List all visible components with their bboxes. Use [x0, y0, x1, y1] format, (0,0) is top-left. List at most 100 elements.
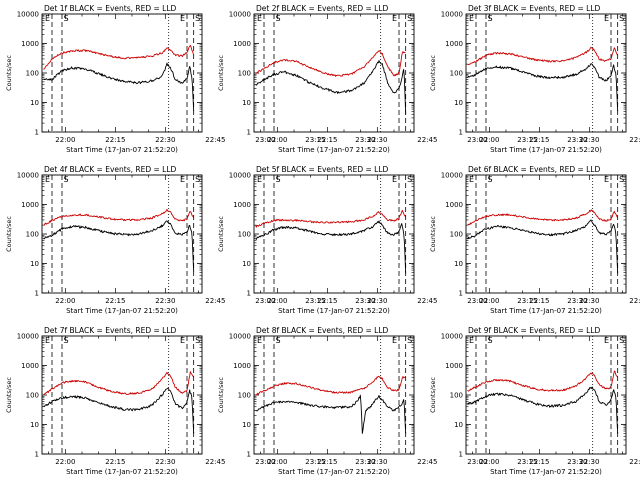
- y-tick-label: 1000: [21, 40, 39, 48]
- panel-det-6: Det 6f BLACK = Events, RED = LLD Counts/s…: [429, 165, 640, 315]
- lld-series-line: [43, 44, 195, 70]
- x-tick-label: 22:00: [55, 297, 75, 305]
- x-axis-label: Start Time (17-Jan-07 21:52:20): [490, 468, 602, 476]
- y-tick-label: 10: [454, 99, 463, 107]
- marker-label: E: [45, 14, 50, 23]
- y-tick-label: 10: [30, 99, 39, 107]
- panel-title: Det 3f BLACK = Events, RED = LLD: [468, 4, 601, 13]
- x-tick-label: 23:30: [355, 136, 375, 144]
- events-series-line: [467, 219, 619, 274]
- y-axis-label: Counts/sec: [429, 216, 437, 252]
- x-tick-label: 22:00: [479, 297, 499, 305]
- x-tick-label: 22:30: [155, 458, 175, 466]
- marker-label: E: [469, 175, 474, 184]
- y-tick-label: 1000: [233, 40, 251, 48]
- panel-det-9: Det 9f BLACK = Events, RED = LLD Counts/s…: [429, 326, 640, 476]
- y-tick-label: 1000: [21, 201, 39, 209]
- y-tick-label: 1000: [445, 40, 463, 48]
- lld-series-line: [255, 50, 406, 77]
- x-axis-label: Start Time (17-Jan-07 21:52:20): [278, 146, 390, 154]
- plot-frame: [41, 335, 203, 455]
- x-axis-label: Start Time (17-Jan-07 21:52:20): [490, 146, 602, 154]
- marker-label: E: [604, 336, 609, 345]
- panel-title: Det 1f BLACK = Events, RED = LLD: [44, 4, 177, 13]
- x-tick-label: 22:15: [317, 458, 337, 466]
- x-tick-label: 22:15: [529, 136, 549, 144]
- panel-title: Det 7f BLACK = Events, RED = LLD: [44, 326, 177, 335]
- panel-title: Det 5f BLACK = Events, RED = LLD: [256, 165, 389, 174]
- y-tick-label: 1: [35, 451, 39, 459]
- panel-det-1: Det 1f BLACK = Events, RED = LLD Counts/s…: [5, 4, 375, 154]
- marker-label: E: [45, 175, 50, 184]
- panel-det-4: Det 4f BLACK = Events, RED = LLD Counts/s…: [5, 165, 375, 315]
- x-tick-label: 22:45: [629, 297, 640, 305]
- x-tick-label: 22:00: [267, 136, 287, 144]
- x-tick-label: 22:00: [55, 136, 75, 144]
- marker-label: E: [45, 336, 50, 345]
- y-tick-label: 10000: [441, 11, 463, 19]
- events-series-line: [43, 62, 195, 111]
- plot-frame: [465, 335, 627, 455]
- y-tick-label: 10000: [229, 333, 251, 341]
- x-tick-label: 22:00: [479, 458, 499, 466]
- x-tick-label: 23:15: [305, 458, 325, 466]
- plot-frame: [253, 13, 415, 133]
- lld-series-line: [43, 208, 195, 226]
- events-series-line: [467, 386, 619, 434]
- x-tick-label: 22:15: [105, 136, 125, 144]
- x-tick-label: 22:00: [479, 136, 499, 144]
- x-tick-label: 23:00: [255, 136, 275, 144]
- y-tick-label: 100: [450, 392, 463, 400]
- x-axis-label: Start Time (17-Jan-07 21:52:20): [66, 307, 178, 315]
- x-tick-label: 22:30: [579, 297, 599, 305]
- plot-frame: [465, 174, 627, 294]
- y-tick-label: 1: [35, 290, 39, 298]
- y-tick-label: 1: [247, 451, 251, 459]
- x-tick-label: 22:45: [417, 297, 437, 305]
- y-axis-label: Counts/sec: [429, 377, 437, 413]
- panel-title: Det 2f BLACK = Events, RED = LLD: [256, 4, 389, 13]
- marker-label: E: [257, 336, 262, 345]
- marker-label: S: [488, 336, 493, 345]
- x-tick-label: 22:15: [529, 297, 549, 305]
- events-series-line: [255, 394, 407, 434]
- marker-label: E: [257, 14, 262, 23]
- x-tick-label: 22:45: [417, 458, 437, 466]
- x-tick-label: 22:30: [367, 136, 387, 144]
- marker-label: S: [407, 175, 412, 184]
- y-tick-label: 10000: [17, 172, 39, 180]
- x-tick-label: 23:15: [305, 297, 325, 305]
- marker-label: S: [276, 336, 281, 345]
- marker-label: S: [64, 336, 69, 345]
- marker-label: E: [604, 14, 609, 23]
- marker-label: S: [619, 175, 624, 184]
- panel-det-8: Det 8f BLACK = Events, RED = LLD Counts/s…: [217, 326, 587, 476]
- marker-label: E: [180, 175, 185, 184]
- x-tick-label: 22:30: [367, 458, 387, 466]
- x-tick-label: 23:00: [467, 458, 487, 466]
- marker-label: E: [392, 336, 397, 345]
- y-tick-label: 1: [35, 129, 39, 137]
- y-tick-label: 100: [238, 231, 251, 239]
- x-tick-label: 22:45: [417, 136, 437, 144]
- marker-label: S: [407, 14, 412, 23]
- y-axis-label: Counts/sec: [5, 55, 13, 91]
- x-tick-label: 22:00: [55, 458, 75, 466]
- x-tick-label: 22:15: [317, 136, 337, 144]
- marker-label: S: [619, 14, 624, 23]
- y-tick-label: 1: [459, 451, 463, 459]
- y-tick-label: 100: [26, 231, 39, 239]
- events-series-line: [255, 220, 407, 274]
- y-tick-label: 10: [30, 421, 39, 429]
- y-tick-label: 100: [450, 70, 463, 78]
- y-tick-label: 10000: [229, 11, 251, 19]
- y-axis-label: Counts/sec: [5, 377, 13, 413]
- panel-title: Det 4f BLACK = Events, RED = LLD: [44, 165, 177, 174]
- marker-label: S: [195, 336, 200, 345]
- events-series-line: [255, 60, 407, 115]
- y-axis-label: Counts/sec: [429, 55, 437, 91]
- x-tick-label: 22:15: [317, 297, 337, 305]
- x-tick-label: 23:15: [305, 136, 325, 144]
- panel-det-3: Det 3f BLACK = Events, RED = LLD Counts/s…: [429, 4, 640, 154]
